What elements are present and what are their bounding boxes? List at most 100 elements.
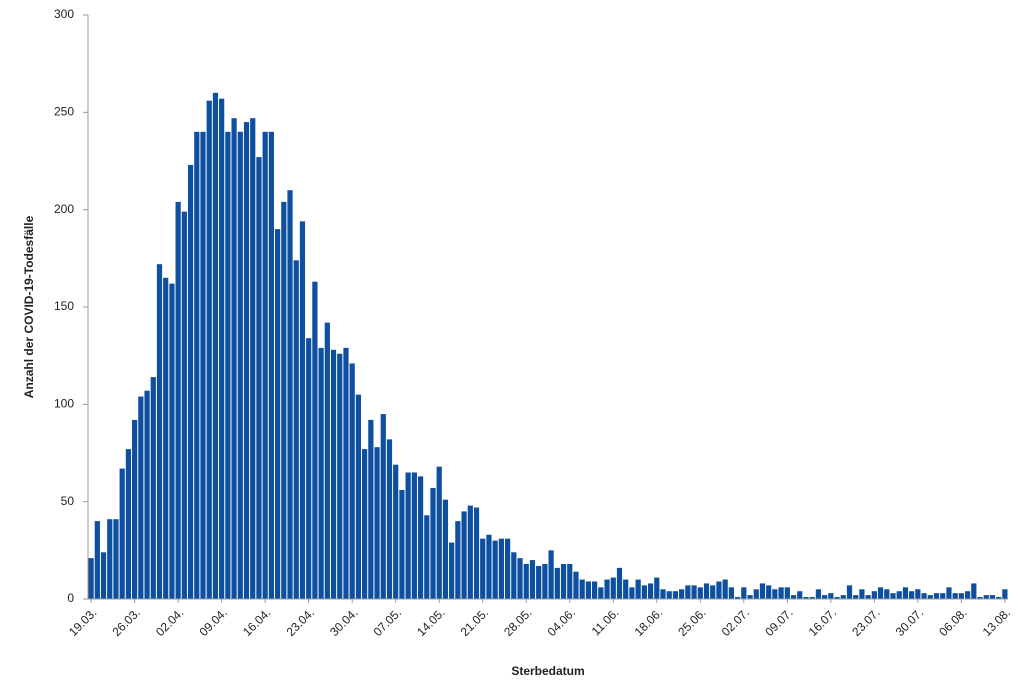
bar [380,414,386,599]
bar [728,587,734,599]
bar [840,595,846,599]
bar [909,591,915,599]
bar [598,587,604,599]
bar [884,589,890,599]
bar [964,591,971,599]
bar [560,563,567,599]
bar [579,579,585,599]
bar [467,505,473,599]
bar [853,595,859,599]
bar [349,363,355,599]
bar [113,519,119,599]
bar [330,349,337,599]
x-tick-label: 13.08. [980,605,1013,638]
bar [206,100,212,600]
bar [405,472,411,599]
bar [679,589,685,599]
bar [411,472,417,599]
bar [660,589,666,599]
x-tick-label: 30.04. [327,605,360,638]
bar [573,571,579,599]
bar [772,589,778,599]
bar [219,98,225,599]
bar [368,419,374,599]
bar [473,507,480,599]
x-tick-label: 09.04. [197,605,230,638]
bar [442,499,449,599]
bar [803,597,809,599]
y-tick-label: 50 [61,494,75,508]
bar [337,353,343,599]
bar [399,489,405,599]
bar [983,595,989,599]
bar [921,593,927,599]
bar [417,476,424,599]
x-tick-label: 11.06. [589,605,622,638]
bar [958,593,964,599]
bar [306,338,312,599]
bar [132,419,138,599]
y-axis-title: Anzahl der COVID-19-Todesfälle [22,215,36,398]
bar [977,597,983,599]
x-tick-label: 04.06. [545,605,578,638]
bar [753,589,759,599]
bar [88,558,94,599]
y-tick-label: 200 [54,202,74,216]
x-tick-label: 07.05. [371,605,404,638]
bar [498,538,504,599]
bar [778,587,784,599]
bar [647,583,654,599]
bar [716,581,722,599]
bar [685,585,691,599]
bar [585,581,592,599]
bar [672,591,679,599]
bar [163,277,169,599]
bar [492,540,498,599]
bar [790,595,797,599]
bar [293,260,299,599]
bar [592,581,598,599]
bar [797,591,803,599]
bar [362,449,368,599]
bar [616,567,623,599]
bar [274,229,281,599]
bar [809,597,815,599]
bar [119,468,125,599]
bar [940,593,946,599]
bar [175,201,181,599]
bar [834,597,840,599]
x-tick-label: 25.06. [675,605,708,638]
bar [287,190,293,599]
x-tick-label: 09.07. [762,605,795,638]
x-tick-label: 19.03. [66,605,99,638]
bar [846,585,853,599]
bar [952,593,958,599]
bar [181,211,187,599]
bar [865,595,871,599]
bar [529,560,536,599]
bar [877,587,884,599]
bar [461,511,467,599]
bar [691,585,697,599]
x-tick-label: 18.06. [632,605,665,638]
bar [355,394,362,599]
bar [281,201,287,599]
bar [703,583,710,599]
bar [734,597,741,599]
x-tick-label: 16.04. [240,605,273,638]
bar [604,579,610,599]
bar [250,118,256,599]
x-tick-label: 26.03. [109,605,142,638]
x-tick-label: 14.05. [414,605,447,638]
bar [212,92,219,599]
bar [312,281,318,599]
bar [374,447,380,599]
bar [710,585,716,599]
bar [747,595,753,599]
bar [567,563,573,599]
bar [237,131,243,600]
bar [262,131,268,600]
bar [156,264,163,599]
bar [480,538,486,599]
